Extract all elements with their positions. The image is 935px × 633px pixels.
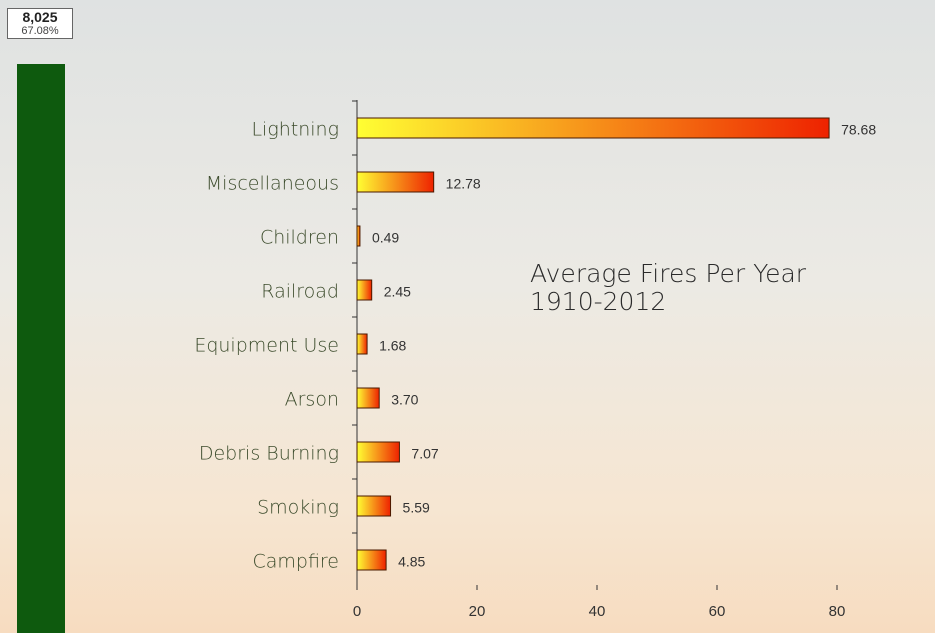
bar [356, 387, 380, 409]
x-tick-label: 20 [469, 603, 486, 620]
value-label: 2.45 [384, 284, 411, 300]
value-label: 5.59 [403, 500, 430, 516]
category-label: Children [260, 227, 339, 249]
count: 8,025 [22, 9, 58, 25]
value-label: 3.70 [391, 392, 418, 408]
category-label: Railroad [261, 281, 339, 303]
x-tick-label: 80 [829, 603, 846, 620]
bar [356, 171, 435, 193]
category-label: Campfire [252, 551, 339, 573]
share: 67.08% [21, 25, 59, 37]
chart-title: Average Fires Per Year [530, 259, 807, 288]
value-label: 78.68 [841, 122, 876, 138]
category-label: Lightning [251, 119, 339, 141]
bar [356, 117, 830, 139]
bar [356, 495, 392, 517]
bar [356, 441, 400, 463]
category-label: Arson [285, 389, 339, 411]
value-label: 0.49 [372, 230, 399, 246]
bar [356, 225, 361, 247]
bar [356, 549, 387, 571]
value-label: 7.07 [411, 446, 438, 462]
badge: 8,025 67.08% [7, 8, 73, 39]
category-label: Smoking [257, 497, 339, 519]
x-tick-label: 60 [709, 603, 726, 620]
x-tick-label: 40 [589, 603, 606, 620]
value-label: 1.68 [379, 338, 406, 354]
value-label: 4.85 [398, 554, 425, 570]
category-label: Debris Burning [199, 443, 339, 465]
bar [356, 279, 373, 301]
indicator-bar [17, 64, 65, 633]
x-tick-label: 0 [353, 603, 361, 620]
chart-subtitle: 1910-2012 [530, 287, 666, 316]
bar [356, 333, 368, 355]
category-label: Equipment Use [194, 335, 339, 357]
category-label: Miscellaneous [206, 173, 339, 195]
value-label: 12.78 [446, 176, 481, 192]
